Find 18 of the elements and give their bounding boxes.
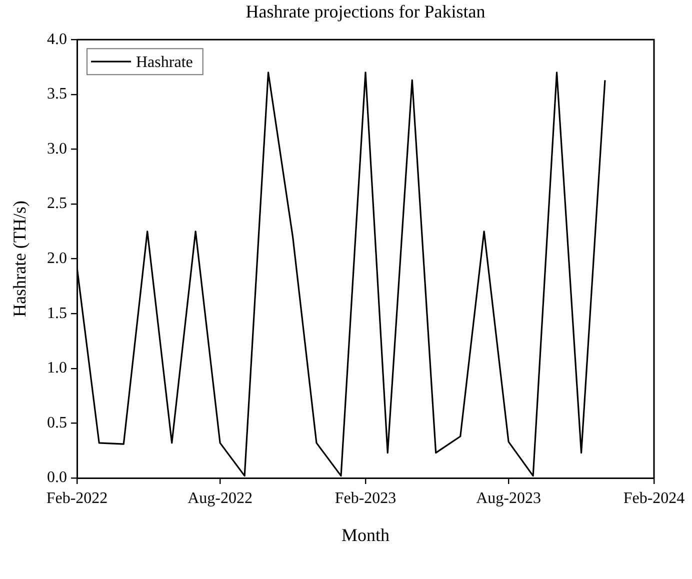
y-tick-label: 0.0 xyxy=(47,469,67,486)
legend-label: Hashrate xyxy=(136,54,193,71)
y-tick-label: 4.0 xyxy=(47,30,67,48)
chart-title: Hashrate projections for Pakistan xyxy=(246,2,486,22)
x-axis-title: Month xyxy=(341,524,390,545)
y-axis-title: Hashrate (TH/s) xyxy=(10,200,30,318)
y-tick-label: 2.5 xyxy=(47,195,67,212)
y-tick-label: 1.5 xyxy=(47,304,67,322)
y-tick-label: 0.5 xyxy=(47,414,67,432)
y-tick-label: 2.0 xyxy=(47,250,67,268)
x-tick-label: Aug-2023 xyxy=(476,490,542,507)
x-tick-label: Aug-2022 xyxy=(188,490,253,507)
x-tick-label: Feb-2024 xyxy=(623,490,685,507)
y-tick-label: 1.0 xyxy=(47,360,67,377)
y-tick-label: 3.0 xyxy=(47,140,67,158)
x-tick-label: Feb-2023 xyxy=(334,490,396,507)
y-tick-label: 3.5 xyxy=(47,86,67,103)
x-tick-label: Feb-2022 xyxy=(46,490,108,507)
